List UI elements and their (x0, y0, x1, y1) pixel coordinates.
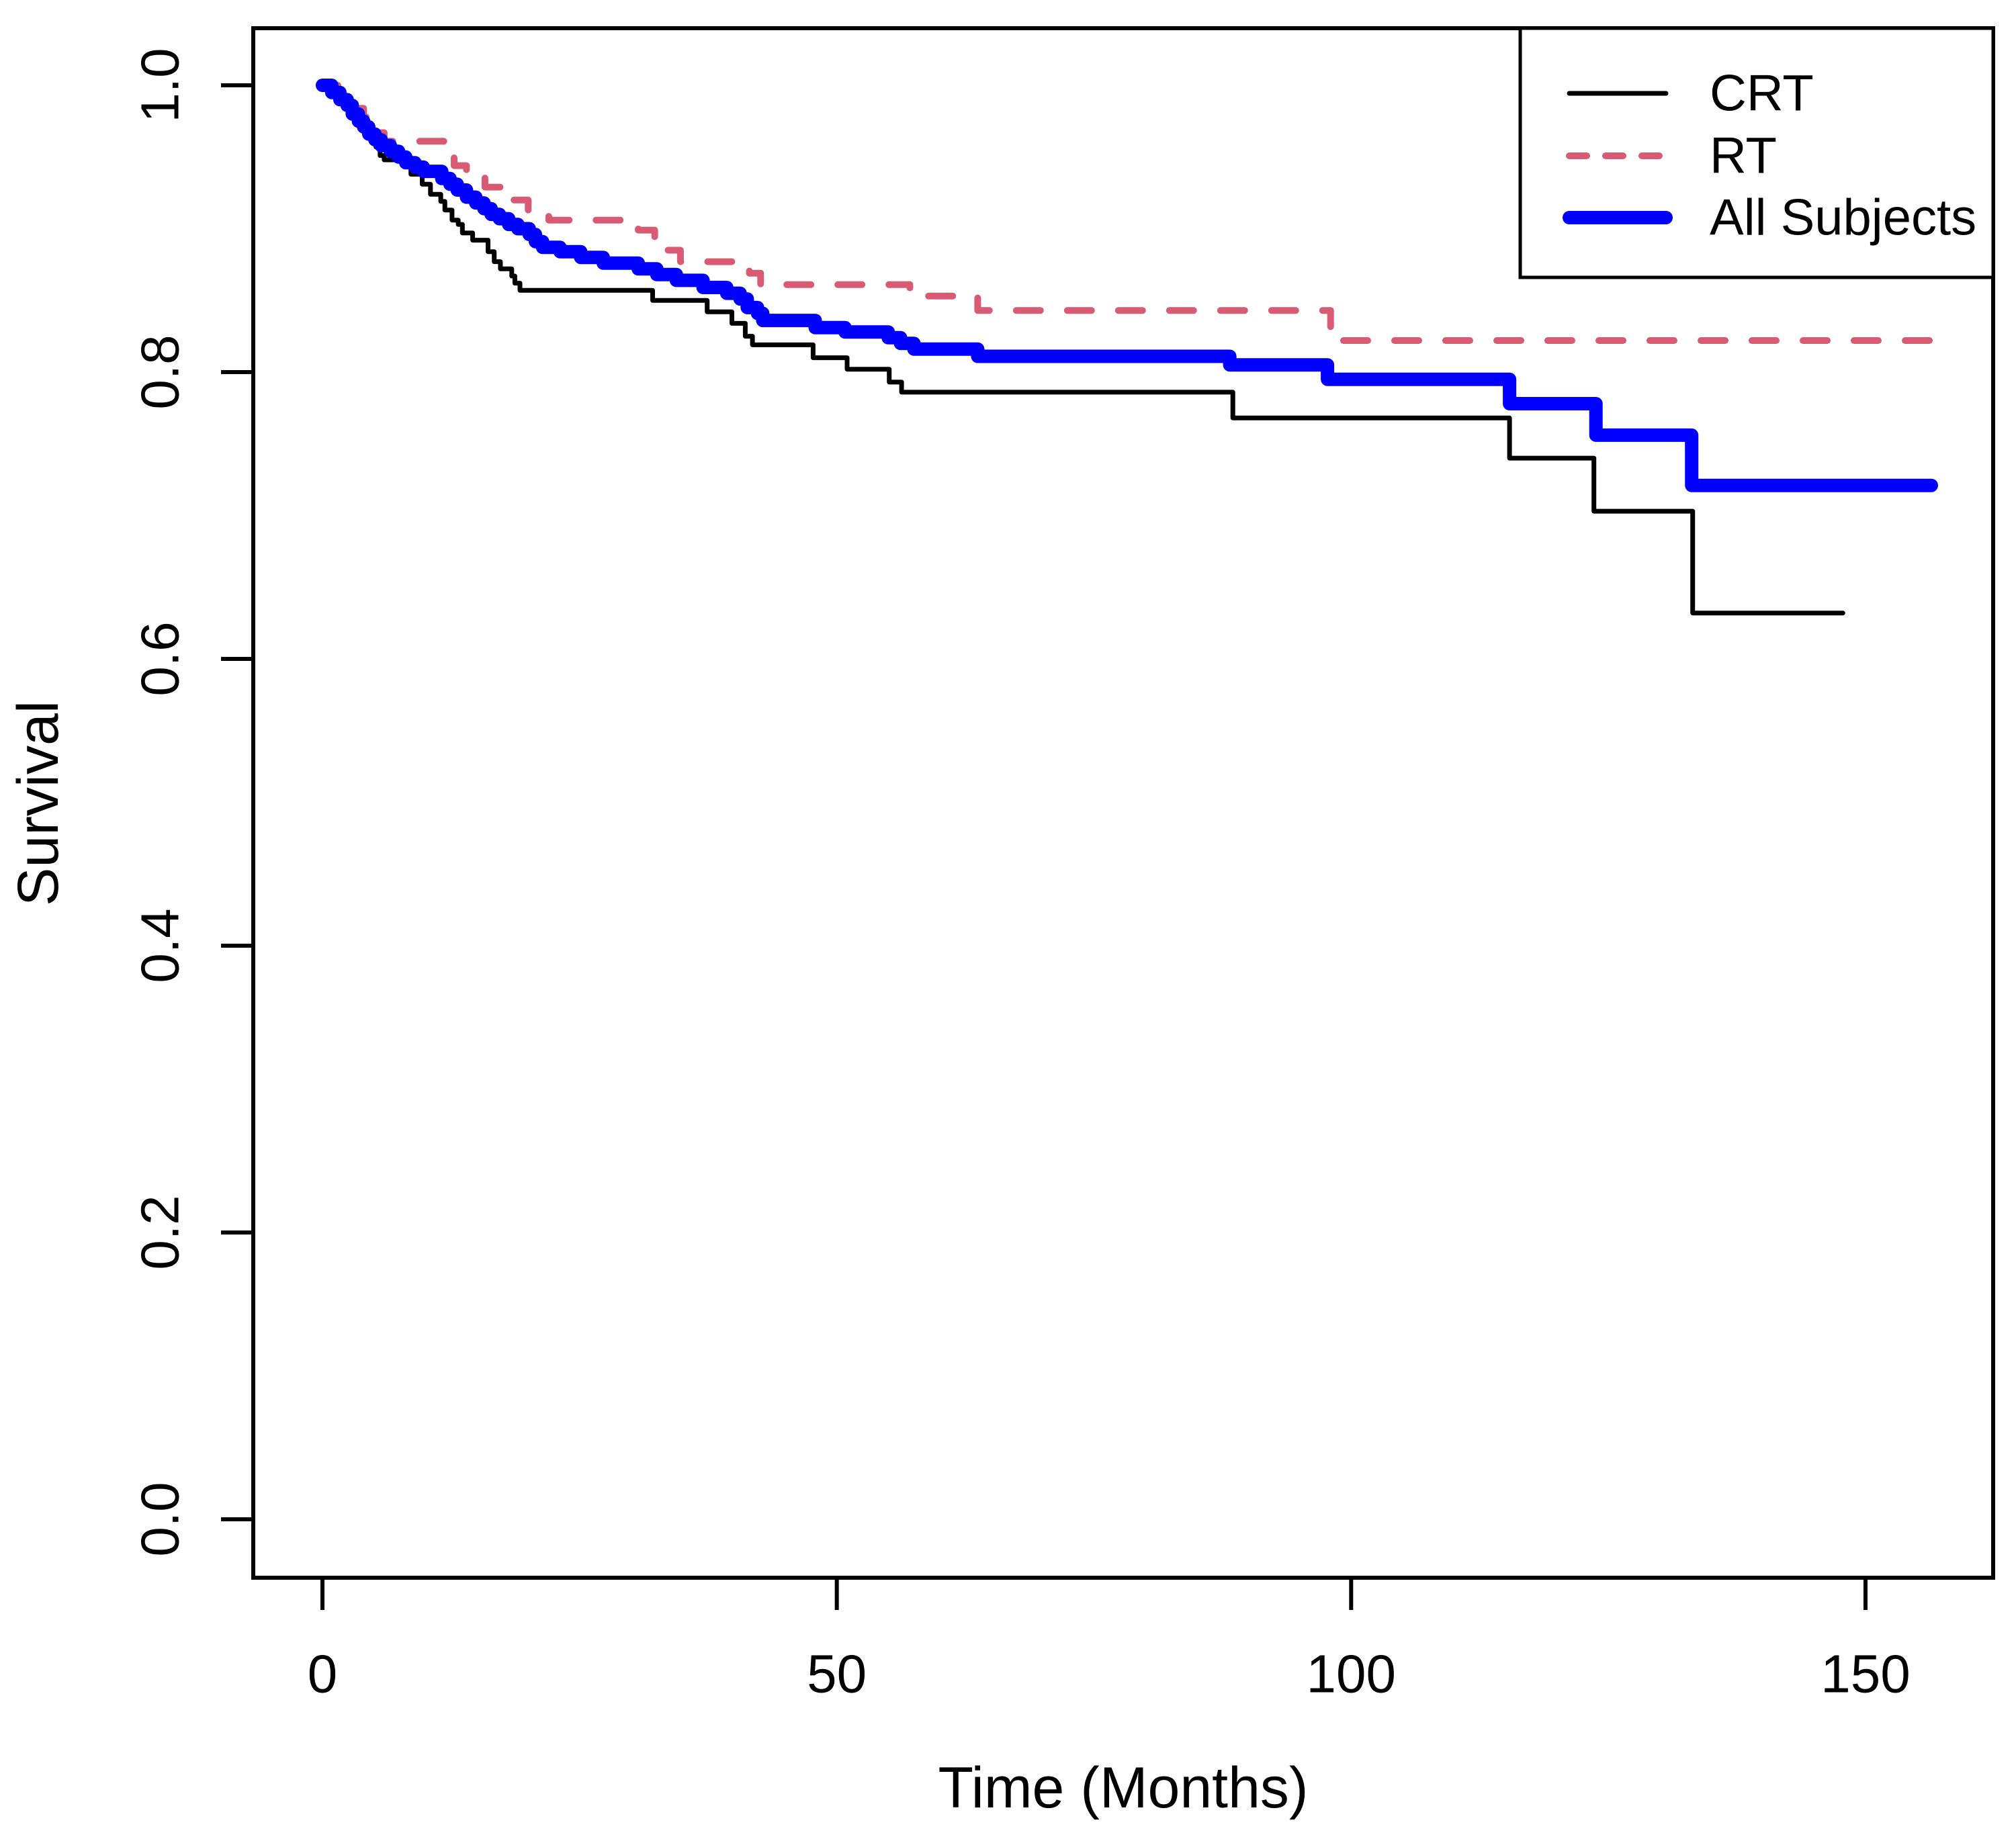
y-tick-label: 0.4 (130, 908, 190, 983)
x-tick-label: 50 (807, 1644, 867, 1704)
y-axis: 0.0 0.2 0.4 0.6 0.8 1.0 (130, 48, 253, 1557)
x-tick-label: 150 (1821, 1644, 1910, 1704)
y-tick-label: 0.6 (130, 621, 190, 696)
y-axis-title: Survival (6, 701, 71, 906)
y-tick-label: 0.2 (130, 1195, 190, 1269)
legend-border (1518, 26, 1995, 279)
legend-label-rt: RT (1710, 128, 1777, 185)
y-tick-label: 0.8 (130, 334, 190, 409)
legend-label-all-subjects: All Subjects (1710, 189, 1976, 246)
plot-border (251, 26, 1995, 1580)
series-curves (316, 79, 1938, 616)
x-axis-title: Time (Months) (938, 1756, 1308, 1820)
y-tick-label: 1.0 (130, 48, 190, 122)
legend-label-crt: CRT (1710, 65, 1814, 122)
x-tick-label: 100 (1307, 1644, 1396, 1704)
x-tick-label: 0 (308, 1644, 338, 1704)
x-axis: 0 50 100 150 (308, 1578, 1911, 1704)
series-curve-all-subjects (316, 79, 1938, 492)
y-tick-label: 0.0 (130, 1482, 190, 1556)
